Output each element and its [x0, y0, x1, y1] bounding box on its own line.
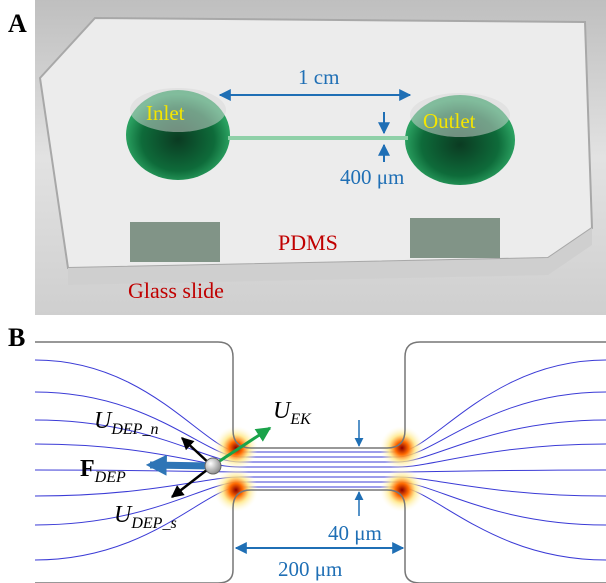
u-ek: UEK — [273, 398, 312, 428]
width-label: 40 μm — [328, 521, 382, 545]
figure: A 1 cm Inlet Outlet 400 μm PDMS Glass sl… — [0, 0, 606, 583]
glass-label: Glass slide — [128, 278, 224, 303]
u-dep-s: UDEP_s — [114, 502, 177, 532]
f-dep: FDEP — [80, 456, 126, 486]
panel-label: A — [8, 9, 27, 38]
scale-label: 1 cm — [298, 65, 339, 89]
streamline — [35, 360, 606, 452]
well-shadow — [130, 222, 220, 262]
inlet-label: Inlet — [146, 101, 185, 125]
length-label: 200 μm — [278, 557, 342, 581]
u-dep-n: UDEP_n — [94, 408, 158, 438]
particle — [205, 458, 221, 474]
outlet-label: Outlet — [423, 109, 476, 133]
pdms-label: PDMS — [278, 230, 338, 255]
well-shadow — [410, 218, 500, 258]
streamlines — [35, 360, 606, 560]
panel-label: B — [8, 323, 25, 352]
force-arrow — [150, 465, 212, 466]
width-label: 400 μm — [340, 165, 404, 189]
